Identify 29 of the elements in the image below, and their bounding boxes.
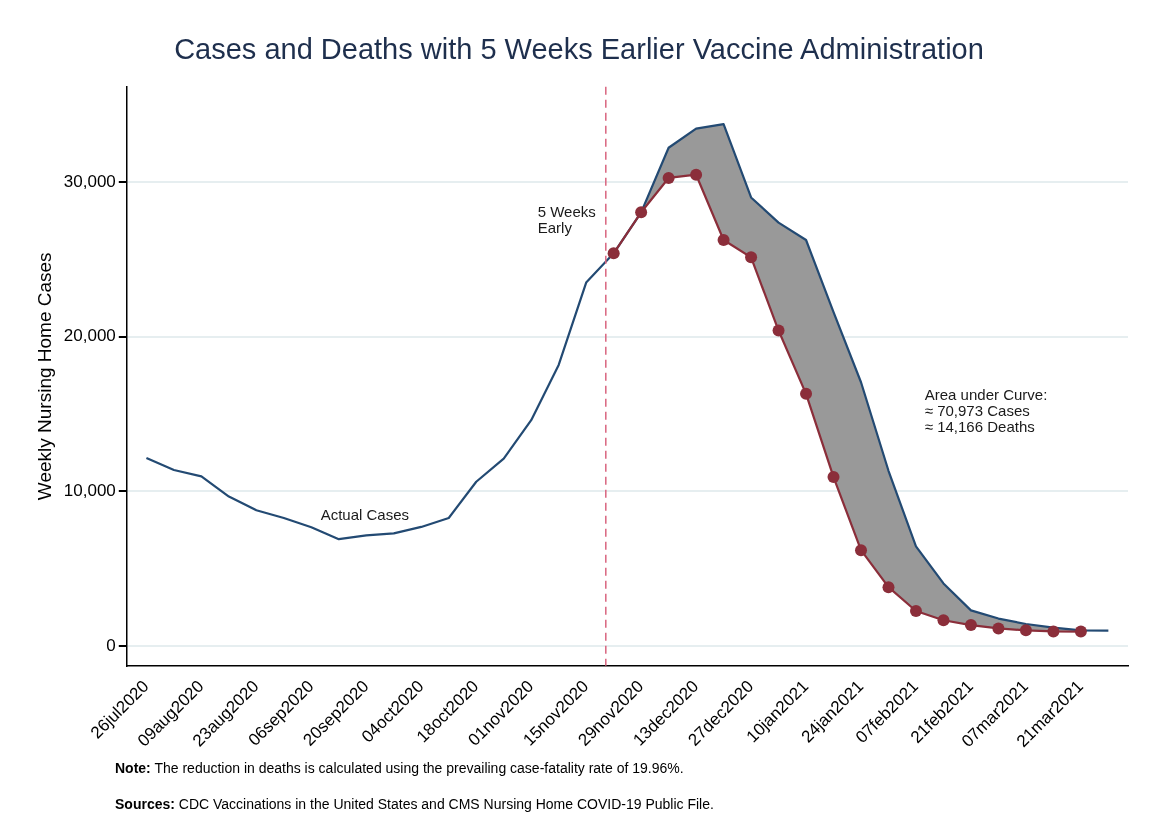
y-tick-label: 10,000 xyxy=(63,481,116,501)
text: Note: The reduction in deaths is calculated using the prevailing case-fatality rate of 19.96%. xyxy=(115,760,684,776)
point xyxy=(690,168,703,181)
point xyxy=(855,544,868,557)
point xyxy=(1047,625,1060,638)
point xyxy=(662,171,675,184)
source-note: Sources: CDC Vaccinations in the United States and CMS Nursing Home COVID-19 Public File. xyxy=(115,796,714,812)
point xyxy=(772,324,785,337)
point xyxy=(964,619,977,632)
ref-line-label: 5 Weeks Early xyxy=(537,203,596,237)
point xyxy=(800,387,813,400)
y-tick-label: 20,000 xyxy=(63,326,116,346)
point xyxy=(992,622,1005,635)
point xyxy=(882,581,895,594)
y-axis-title: Weekly Nursing Home Cases xyxy=(33,252,55,501)
annotation: Area under Curve: ≈ 70,973 Cases ≈ 14,166 Deaths xyxy=(924,385,1048,435)
point xyxy=(607,247,620,260)
y-tick-label: 30,000 xyxy=(63,171,116,191)
point xyxy=(937,614,950,627)
series-label: Actual Cases xyxy=(320,505,409,523)
chart-title: Cases and Deaths with 5 Weeks Earlier Vaccine Administration xyxy=(174,33,984,66)
y-tick-label: 0 xyxy=(106,635,116,655)
point xyxy=(1019,624,1032,637)
point xyxy=(745,251,758,264)
point xyxy=(827,471,840,484)
point xyxy=(909,604,922,617)
point xyxy=(1074,625,1087,638)
point xyxy=(717,234,730,247)
point xyxy=(635,206,648,219)
